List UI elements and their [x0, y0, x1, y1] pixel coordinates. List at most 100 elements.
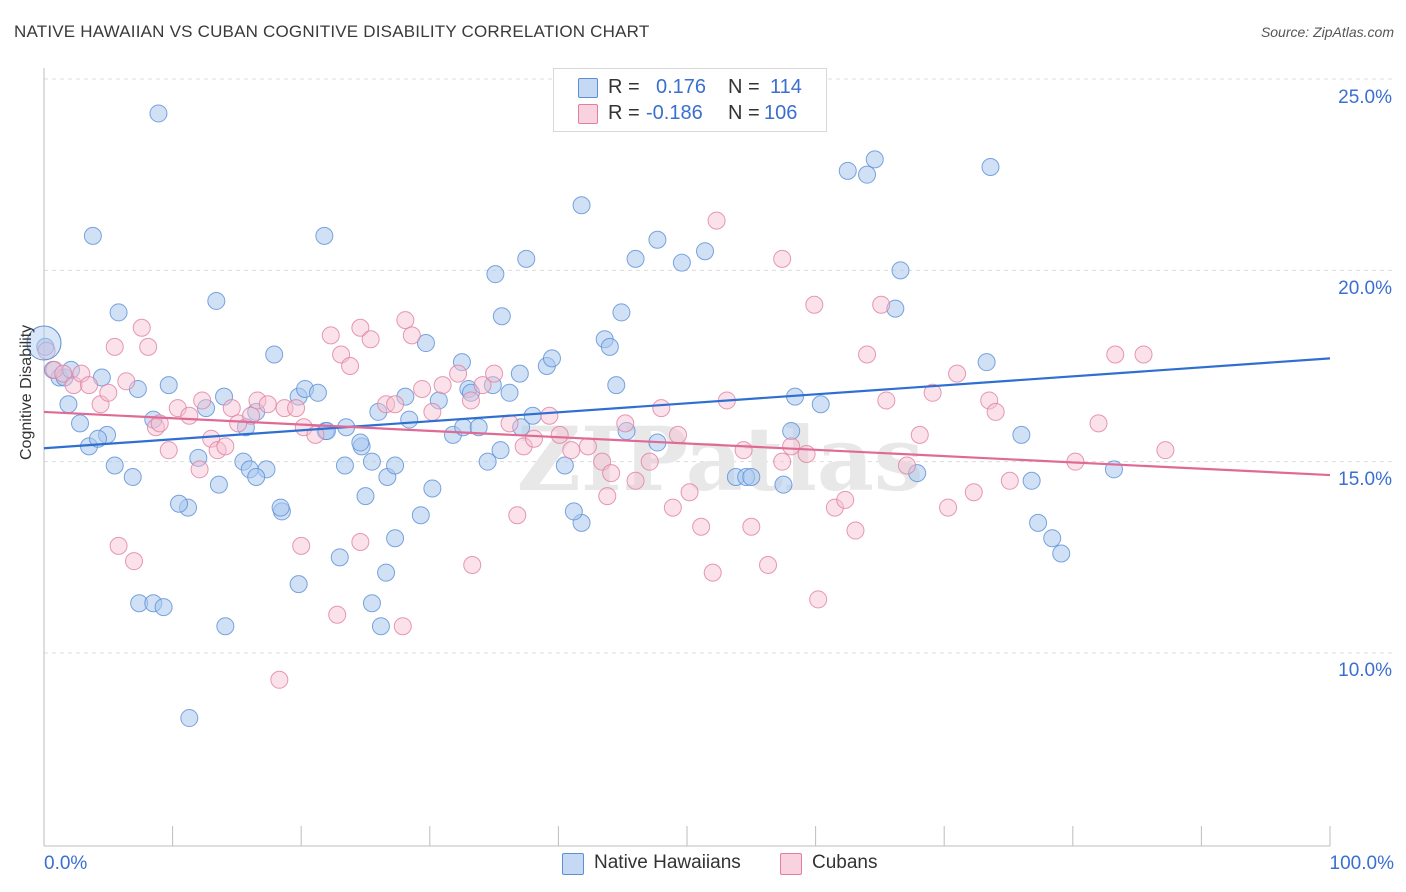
cubans-point [598, 487, 617, 506]
cubans-swatch [578, 104, 598, 124]
native-hawaiians-point [209, 475, 228, 494]
cubans-point [939, 498, 958, 517]
cubans-point [663, 498, 682, 517]
native-hawaiians-point [811, 395, 830, 414]
cubans-point [485, 364, 504, 383]
native-hawaiians-point [891, 261, 910, 280]
n-label: N = [728, 76, 760, 98]
cubans-point [626, 471, 645, 490]
cubans-point [105, 337, 124, 356]
native-hawaiians-point [491, 441, 510, 460]
chart-source: Source: ZipAtlas.com [1260, 24, 1394, 40]
cubans-point [402, 326, 421, 345]
native-hawaiians-point [207, 291, 226, 310]
native-hawaiians-point [386, 456, 405, 475]
cubans-point [602, 464, 621, 483]
stats-legend: R = 0.176 N = 114 R = -0.186 N = 106 [553, 68, 827, 132]
native-hawaiians-point [886, 299, 905, 318]
cubans-point [980, 391, 999, 410]
r-label: R = [608, 76, 640, 98]
native-hawaiians-point [626, 249, 645, 268]
native-hawaiians-swatch [562, 853, 584, 875]
cubans-point [734, 441, 753, 460]
native-hawaiians-point [908, 464, 927, 483]
native-hawaiians-point [1029, 513, 1048, 532]
native-hawaiians-point [351, 433, 370, 452]
cubans-point [1156, 441, 1175, 460]
cubans-point [180, 406, 199, 425]
cubans-point [562, 441, 581, 460]
native-hawaiians-point [386, 529, 405, 548]
native-hawaiians-point [774, 475, 793, 494]
cubans-point [45, 360, 64, 379]
native-hawaiians-point [265, 345, 284, 364]
cubans-point [150, 414, 169, 433]
native-hawaiians-point [981, 158, 1000, 177]
cubans-point [652, 399, 671, 418]
cubans-point [1106, 345, 1125, 364]
cubans-point [270, 670, 289, 689]
native-hawaiians-point [109, 303, 128, 322]
legend-label: Cubans [812, 852, 878, 873]
cubans-point [139, 337, 158, 356]
cubans-point [759, 555, 778, 574]
cubans-point [540, 406, 559, 425]
cubans-point [858, 345, 877, 364]
cubans-swatch [780, 853, 802, 875]
native-hawaiians-point [600, 337, 619, 356]
cubans-trendline [43, 410, 1331, 477]
cubans-point [910, 425, 929, 444]
cubans-point [190, 460, 209, 479]
native-hawaiians-point [612, 303, 631, 322]
native-hawaiians-point [648, 230, 667, 249]
cubans-point [99, 383, 118, 402]
cubans-point [377, 395, 396, 414]
cubans-point [449, 364, 468, 383]
native-hawaiians-point [696, 242, 715, 261]
cubans-point [258, 395, 277, 414]
native-hawaiians-point [271, 498, 290, 517]
x-tick-label: 100.0% [1329, 853, 1394, 874]
watermark-logo: ZIPatlas [517, 407, 924, 511]
cubans-point [550, 425, 569, 444]
cubans-point [473, 376, 492, 395]
native-hawaiians-point [411, 506, 430, 525]
cubans-point [193, 391, 212, 410]
native-hawaiians-point [858, 165, 877, 184]
cubans-point [692, 517, 711, 536]
n-label: N = [728, 102, 760, 124]
cubans-point [948, 364, 967, 383]
y-axis-label: Cognitive Disability [18, 324, 35, 460]
native-hawaiians-point [423, 479, 442, 498]
native-hawaiians-point [478, 452, 497, 471]
cubans-point [923, 383, 942, 402]
native-hawaiians-point [510, 364, 529, 383]
native-hawaiians-point [1043, 529, 1062, 548]
cubans-point [640, 452, 659, 471]
cubans-point [351, 533, 370, 552]
cubans-point [433, 376, 452, 395]
cubans-point [423, 402, 442, 421]
native-hawaiians-point [429, 391, 448, 410]
y-tick-label: 10.0% [1338, 660, 1392, 681]
cubans-point [680, 483, 699, 502]
cubans-point [707, 211, 726, 230]
native-hawaiians-point [123, 467, 142, 486]
cubans-point [616, 414, 635, 433]
cubans-point [328, 605, 347, 624]
cubans-point [805, 295, 824, 314]
cubans-point [877, 391, 896, 410]
cubans-point [1089, 414, 1108, 433]
native-hawaiians-point [170, 494, 189, 513]
native-hawaiians-point [416, 334, 435, 353]
native-hawaiians-point [672, 253, 691, 272]
cubans-point [578, 437, 597, 456]
legend-label: Native Hawaiians [594, 852, 741, 873]
native-hawaiians-point [865, 150, 884, 169]
r-value: 0.176 [656, 76, 707, 98]
native-hawaiians-point [159, 376, 178, 395]
y-tick-label: 20.0% [1338, 278, 1392, 299]
cubans-point [80, 376, 99, 395]
cubans-point [287, 399, 306, 418]
